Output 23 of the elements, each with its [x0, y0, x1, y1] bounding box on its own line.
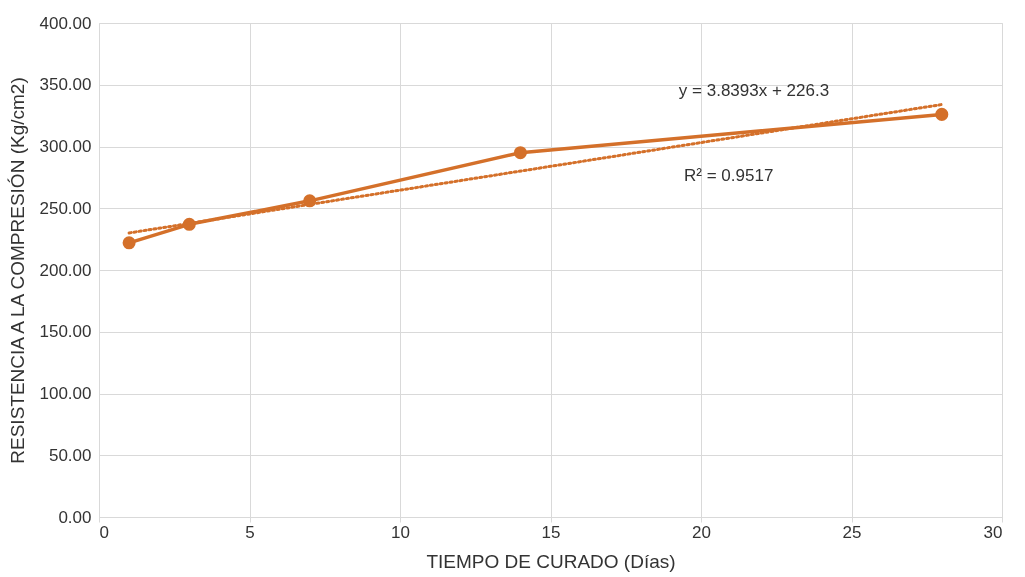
x-tick-label: 0 — [99, 522, 109, 542]
point — [122, 236, 136, 250]
x-tick-label: 20 — [692, 522, 711, 542]
point — [513, 146, 527, 160]
point — [935, 107, 949, 121]
y-tick-label: 400.00 — [39, 13, 92, 33]
x-tick-label: 30 — [983, 522, 1003, 542]
y-tick-label: 200.00 — [39, 260, 92, 280]
x-tick-label: 10 — [391, 522, 410, 542]
x-tick-label: 25 — [842, 522, 862, 542]
y-axis-title: RESISTENCIA A LA COMPRESIÓN (Kg/cm2) — [6, 77, 28, 464]
y-tick-label: 0.00 — [58, 507, 92, 527]
x-axis-title: TIEMPO DE CURADO (Días) — [426, 550, 676, 572]
x-tick-label: 5 — [245, 522, 255, 542]
x-tick-label: 15 — [541, 522, 561, 542]
y-tick-label: 300.00 — [39, 137, 92, 156]
y-tick-label: 250.00 — [39, 198, 92, 218]
annotation: y = 3.8393x + 226.3 — [678, 81, 830, 101]
y-tick-label: 350.00 — [39, 75, 92, 95]
y-tick-label: 150.00 — [39, 322, 92, 342]
y-tick-label: 100.00 — [39, 384, 92, 403]
annotation: R² = 0.9517 — [684, 166, 774, 186]
y-tick-label: 50.00 — [48, 445, 92, 465]
